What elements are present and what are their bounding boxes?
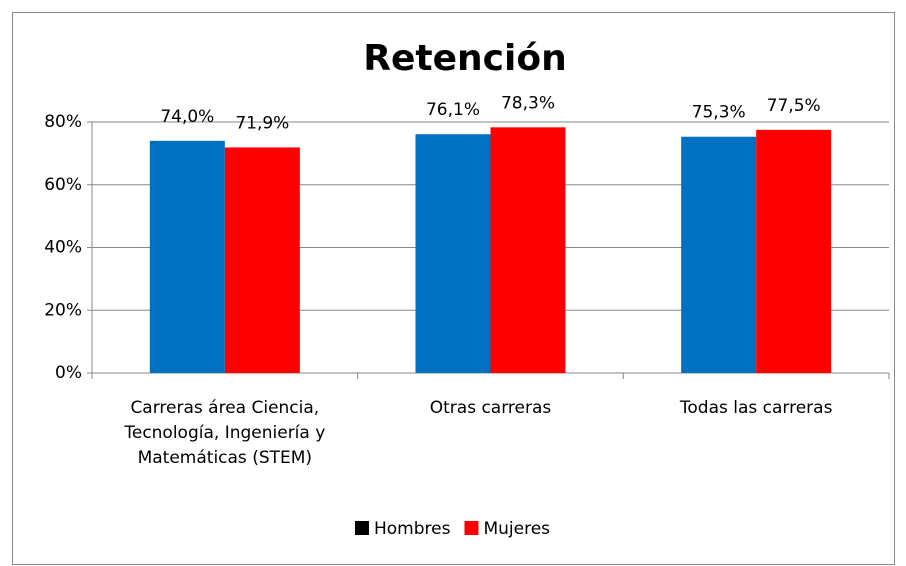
y-tick-label: 40% (44, 238, 82, 258)
y-tick-label: 60% (44, 175, 82, 195)
legend-swatch (464, 521, 479, 535)
bar (681, 136, 757, 373)
value-label: 77,5% (767, 96, 821, 116)
bar (490, 127, 566, 374)
legend-label: Mujeres (483, 519, 550, 539)
bar (224, 147, 300, 373)
x-tick-label: Todas las carreras (679, 398, 833, 418)
y-tick-label: 20% (44, 300, 82, 320)
value-label: 75,3% (692, 103, 746, 123)
value-label: 76,1% (426, 100, 480, 120)
legend-swatch (355, 521, 369, 535)
x-tick-label: Otras carreras (429, 398, 552, 418)
value-label: 78,3% (501, 93, 555, 113)
y-tick-label: 80% (44, 112, 82, 132)
y-tick-label: 0% (55, 363, 82, 383)
legend-label: Hombres (374, 519, 451, 539)
bar (756, 129, 832, 373)
bar (415, 134, 491, 373)
chart-title: Retención (363, 38, 566, 79)
x-tick-label: Carreras área Ciencia, Tecnología, Ingen… (124, 398, 326, 468)
bar (149, 140, 225, 373)
value-label: 71,9% (235, 113, 289, 133)
value-label: 74,0% (160, 107, 214, 127)
